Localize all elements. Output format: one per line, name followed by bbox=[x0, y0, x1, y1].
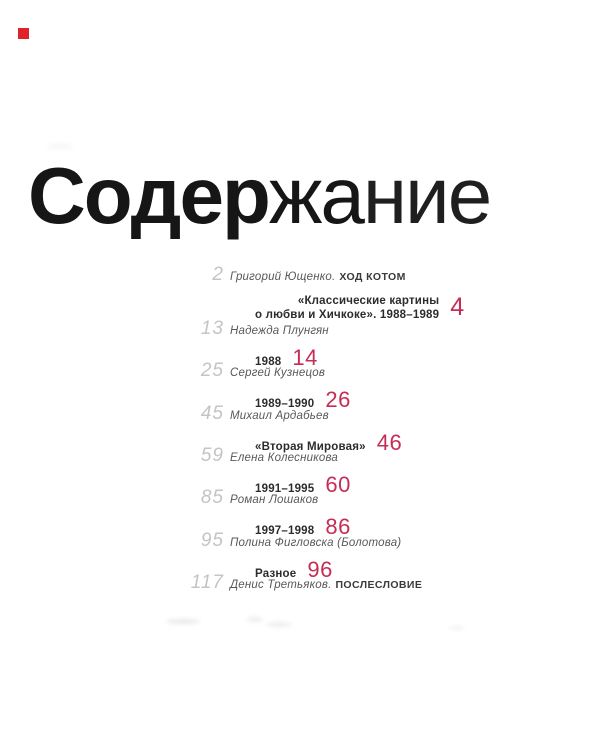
entry-heading-row: 45 Михаил Ардабьев bbox=[0, 404, 600, 423]
toc-entry: 117 Денис Третьяков. ПОСЛЕСЛОВИЕ bbox=[0, 573, 600, 592]
entry-subtitle: 1989–1990 bbox=[255, 397, 314, 411]
entry-heading-row: 13 Надежда Плунгян bbox=[0, 319, 600, 338]
entry-subtitle-line: Разное bbox=[255, 568, 297, 580]
toc-entry: 95 Полина Фигловска (Болотова) Разное 96 bbox=[0, 531, 600, 584]
title-letter: С bbox=[28, 151, 86, 240]
page-title: Содержание bbox=[28, 156, 492, 236]
entry-subtitle-line: о любви и Хичкоке». 1988–1989 bbox=[255, 308, 440, 321]
entry-author: Денис Третьяков. bbox=[230, 579, 332, 591]
toc-entry: 2 Григорий Ющенко. ХОД КОТОМ «Классическ… bbox=[0, 265, 600, 322]
print-artifact bbox=[166, 619, 200, 624]
entry-author: Григорий Ющенко. bbox=[230, 271, 336, 283]
print-artifact bbox=[247, 617, 263, 622]
entry-subtitle: «Классические картины о любви и Хичкоке».… bbox=[255, 294, 439, 323]
title-letter: и bbox=[405, 151, 450, 240]
entry-subtitle-line: 1997–1998 bbox=[255, 525, 315, 537]
entry-number: 117 bbox=[190, 572, 224, 593]
entry-author: Роман Лошаков bbox=[230, 494, 319, 506]
print-artifact bbox=[266, 622, 292, 627]
entry-author: Полина Фигловска (Болотова) bbox=[230, 537, 402, 549]
entry-author: Елена Колесникова bbox=[230, 452, 338, 464]
entry-subrow: «Классические картины о любви и Хичкоке».… bbox=[255, 291, 600, 322]
entry-subtitle-line: 1991–1995 bbox=[255, 483, 315, 495]
entry-page-number: 14 bbox=[292, 345, 318, 370]
entry-page-number: 4 bbox=[450, 293, 465, 321]
title-letter: о bbox=[83, 151, 133, 240]
red-square-mark bbox=[18, 28, 29, 39]
title-letter: е bbox=[179, 151, 223, 240]
entry-number: 25 bbox=[200, 360, 224, 381]
toc-entry: 45 Михаил Ардабьев «Вторая Мировая» 46 bbox=[0, 404, 600, 457]
entry-number: 2 bbox=[212, 264, 224, 285]
entry-title-caps: ПОСЛЕСЛОВИЕ bbox=[335, 579, 423, 591]
entry-number: 95 bbox=[200, 530, 224, 551]
entry-heading-row: 59 Елена Колесникова bbox=[0, 446, 600, 465]
title-letter: е bbox=[447, 151, 492, 240]
toc-entry: 85 Роман Лошаков 1997–1998 86 bbox=[0, 488, 600, 541]
entry-subrow: 1991–1995 60 bbox=[255, 471, 600, 499]
entry-subrow: 1988 14 bbox=[255, 344, 600, 372]
entry-subrow: 1997–1998 86 bbox=[255, 513, 600, 541]
entry-subtitle: «Вторая Мировая» bbox=[255, 440, 366, 454]
entry-subtitle: Разное bbox=[255, 567, 296, 581]
entry-heading-row: 85 Роман Лошаков bbox=[0, 488, 600, 507]
entry-page-number: 26 bbox=[325, 387, 351, 412]
entry-heading-row: 117 Денис Третьяков. ПОСЛЕСЛОВИЕ bbox=[0, 573, 600, 592]
entry-author: Надежда Плунгян bbox=[230, 325, 329, 337]
toc-entry: 59 Елена Колесникова 1991–1995 60 bbox=[0, 446, 600, 499]
entry-page-number: 46 bbox=[376, 430, 403, 455]
entry-number: 85 bbox=[200, 487, 224, 508]
entry-number: 59 bbox=[200, 445, 224, 466]
entry-subrow: Разное 96 bbox=[255, 556, 600, 584]
entry-author: Сергей Кузнецов bbox=[230, 367, 326, 379]
entry-number: 13 bbox=[200, 318, 224, 339]
entry-subtitle-line: 1988 bbox=[255, 356, 282, 368]
entry-heading-row: 25 Сергей Кузнецов bbox=[0, 361, 600, 380]
entry-heading-row: 2 Григорий Ющенко. ХОД КОТОМ bbox=[0, 265, 600, 284]
entry-page-number: 96 bbox=[307, 557, 333, 582]
entry-subrow: 1989–1990 26 bbox=[255, 386, 600, 414]
toc-entry: 13 Надежда Плунгян 1988 14 bbox=[0, 319, 600, 372]
entry-page-number: 86 bbox=[325, 514, 351, 539]
print-artifact bbox=[449, 626, 465, 630]
title-letter: н bbox=[362, 151, 407, 240]
entry-subtitle-line: 1989–1990 bbox=[255, 398, 315, 410]
entry-subtitle: 1988 bbox=[255, 355, 281, 369]
title-letter: д bbox=[130, 151, 182, 240]
entry-heading-row: 95 Полина Фигловска (Болотова) bbox=[0, 531, 600, 550]
entry-subtitle-line: «Классические картины bbox=[297, 294, 440, 307]
entry-number: 45 bbox=[200, 403, 224, 424]
entry-subtitle: 1991–1995 bbox=[255, 482, 314, 496]
print-artifact bbox=[47, 144, 73, 149]
title-letter: ж bbox=[268, 151, 322, 240]
title-letter: а bbox=[320, 151, 364, 240]
toc-entry: 25 Сергей Кузнецов 1989–1990 26 bbox=[0, 361, 600, 414]
entry-page-number: 60 bbox=[325, 472, 351, 497]
entry-author: Михаил Ардабьев bbox=[230, 410, 329, 422]
entry-subtitle-line: «Вторая Мировая» bbox=[255, 441, 366, 453]
entry-subrow: «Вторая Мировая» 46 bbox=[255, 429, 600, 457]
title-letter: р bbox=[221, 151, 271, 240]
entry-subtitle: 1997–1998 bbox=[255, 524, 314, 538]
entry-title-caps: ХОД КОТОМ bbox=[339, 271, 406, 283]
